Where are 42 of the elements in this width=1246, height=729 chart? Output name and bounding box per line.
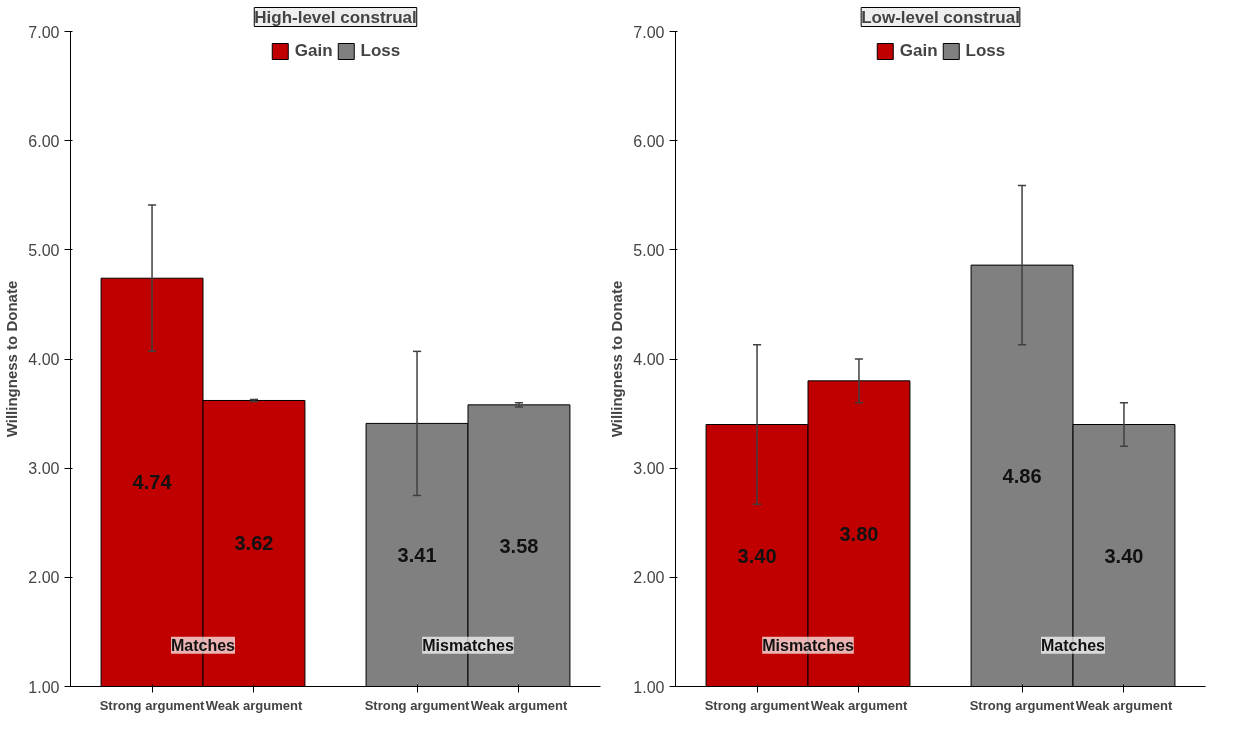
y-tick-label: 2.00 [28, 569, 60, 587]
chart-subtitle: Low-level construal [861, 7, 1020, 27]
y-tick-label: 3.00 [633, 460, 665, 478]
y-tick-label: 4.00 [28, 351, 60, 368]
y-tick-label: 5.00 [28, 241, 60, 259]
y-tick-label: 1.00 [28, 678, 60, 696]
annotation: Mismatches [762, 636, 854, 654]
y-tick-label: 7.00 [633, 23, 665, 41]
data-label: 3.41 [397, 543, 437, 566]
data-label: 3.58 [499, 534, 539, 557]
x-tick-label: Strong argument [99, 697, 206, 713]
y-tick-label: 6.00 [633, 132, 665, 150]
y-tick-label: 3.00 [28, 460, 60, 478]
legend-label: Loss [965, 41, 1006, 61]
y-tick-label: 6.00 [28, 132, 60, 150]
data-label: 4.74 [132, 471, 173, 494]
annotation: Matches [170, 636, 236, 654]
y-axis-title: Willingness to Donate [608, 280, 626, 438]
y-tick-label: 4.00 [633, 351, 665, 368]
data-label: 3.80 [839, 522, 879, 545]
y-tick-label: 7.00 [28, 23, 60, 41]
x-tick-label: Weak argument [810, 697, 908, 713]
x-tick-label: Strong argument [969, 697, 1076, 713]
x-tick-label: Strong argument [364, 697, 471, 713]
annotation: Mismatches [422, 636, 514, 654]
y-tick-label: 2.00 [633, 569, 665, 587]
data-label: 3.40 [1104, 544, 1144, 567]
y-tick-label: 1.00 [633, 678, 665, 696]
legend-label: Gain [294, 41, 333, 61]
data-label: 3.40 [737, 544, 777, 567]
x-tick-label: Weak argument [205, 697, 303, 713]
annotation: Matches [1040, 636, 1106, 654]
chart-subtitle: High-level construal [254, 7, 417, 27]
y-tick-label: 5.00 [633, 241, 665, 259]
x-tick-label: Weak argument [470, 697, 568, 713]
data-label: 4.86 [1002, 464, 1042, 487]
y-axis-title: Willingness to Donate [3, 280, 21, 438]
x-tick-label: Weak argument [1075, 697, 1173, 713]
legend-label: Loss [360, 41, 401, 61]
x-tick-label: Strong argument [704, 697, 811, 713]
data-label: 3.62 [234, 532, 274, 555]
legend-label: Gain [899, 41, 938, 61]
